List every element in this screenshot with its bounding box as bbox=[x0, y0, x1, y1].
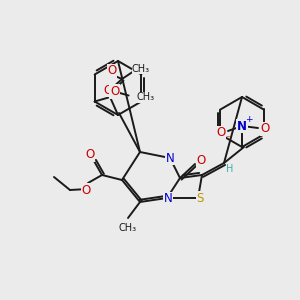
Text: O: O bbox=[85, 148, 94, 161]
Text: N: N bbox=[166, 152, 174, 164]
Text: O: O bbox=[103, 83, 112, 97]
Text: N: N bbox=[164, 193, 172, 206]
Text: O: O bbox=[110, 85, 119, 98]
Text: O: O bbox=[81, 184, 91, 196]
Text: CH₃: CH₃ bbox=[132, 64, 150, 74]
Text: CH₃: CH₃ bbox=[136, 92, 155, 103]
Text: O: O bbox=[107, 64, 117, 77]
Text: S: S bbox=[196, 191, 204, 205]
Text: O: O bbox=[216, 127, 226, 140]
Text: O: O bbox=[196, 154, 206, 167]
Text: H: H bbox=[226, 164, 234, 174]
Text: ⁻: ⁻ bbox=[225, 134, 231, 144]
Text: +: + bbox=[245, 116, 253, 124]
Text: N: N bbox=[237, 119, 247, 133]
Text: O: O bbox=[260, 122, 270, 136]
Text: CH₃: CH₃ bbox=[119, 223, 137, 233]
